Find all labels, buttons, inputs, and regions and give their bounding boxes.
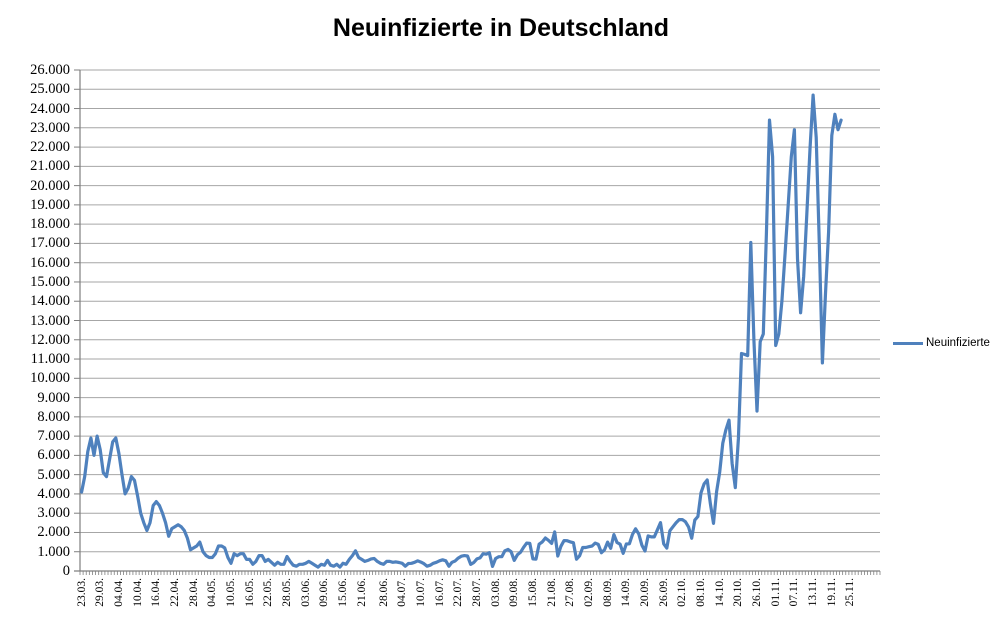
x-tick-label: 16.07.: [433, 578, 446, 607]
x-tick-label: 22.05.: [262, 578, 275, 607]
y-tick-label: 19.000: [30, 196, 70, 213]
x-tick-label: 13.11.: [807, 578, 820, 607]
x-tick-label: 28.06.: [377, 578, 390, 607]
x-tick-label: 10.04.: [131, 578, 144, 607]
x-tick-label: 07.11.: [788, 578, 801, 607]
y-tick-label: 17.000: [30, 235, 70, 252]
y-tick-label: 18.000: [30, 216, 70, 233]
x-tick-label: 21.06.: [355, 578, 368, 607]
x-tick-label: 14.09.: [620, 578, 633, 607]
x-tick-label: 15.06.: [337, 578, 350, 607]
x-tick-label: 20.10.: [732, 578, 745, 607]
x-tick-label: 08.09.: [601, 578, 614, 607]
x-tick-label: 09.08.: [508, 578, 521, 607]
x-tick-label: 03.08.: [489, 578, 502, 607]
x-tick-label: 16.04.: [150, 578, 163, 607]
x-tick-label: 22.04.: [168, 578, 181, 607]
y-tick-label: 8.000: [37, 408, 70, 425]
x-tick-label: 02.10.: [676, 578, 689, 607]
y-tick-label: 22.000: [30, 139, 70, 156]
x-tick-label: 10.07.: [414, 578, 427, 607]
y-tick-label: 3.000: [37, 505, 70, 522]
x-tick-label: 04.07.: [396, 578, 409, 607]
y-tick-label: 0: [62, 563, 70, 579]
x-tick-label: 19.11.: [825, 578, 838, 607]
x-tick-label: 20.09.: [638, 578, 651, 607]
x-tick-label: 02.09.: [582, 578, 595, 607]
y-tick-label: 7.000: [37, 428, 70, 445]
x-tick-label: 04.05.: [206, 578, 219, 607]
x-tick-label: 15.08.: [526, 578, 539, 607]
y-tick-label: 13.000: [30, 312, 70, 329]
x-tick-label: 25.11.: [844, 578, 857, 607]
y-tick-label: 15.000: [30, 273, 70, 290]
x-tick-label: 14.10.: [713, 578, 726, 607]
x-tick-label: 26.09.: [657, 578, 670, 607]
y-tick-label: 2.000: [37, 524, 70, 541]
y-tick-label: 11.000: [30, 351, 70, 368]
x-tick-label: 21.08.: [545, 578, 558, 607]
y-tick-label: 10.000: [30, 370, 70, 387]
x-tick-label: 27.08.: [564, 578, 577, 607]
y-tick-label: 24.000: [30, 100, 70, 117]
y-tick-label: 21.000: [30, 158, 70, 175]
y-tick-label: 9.000: [37, 389, 70, 406]
x-tick-label: 28.04.: [187, 578, 200, 607]
y-tick-label: 4.000: [37, 485, 70, 502]
x-tick-label: 28.05.: [281, 578, 293, 607]
x-tick-label: 03.06.: [299, 578, 312, 607]
y-tick-label: 23.000: [30, 119, 70, 136]
x-tick-label: 22.07.: [452, 578, 465, 607]
legend: Neuinfizierte: [893, 337, 990, 349]
y-tick-label: 25.000: [30, 81, 70, 98]
y-tick-label: 14.000: [30, 293, 70, 310]
y-tick-label: 1.000: [37, 543, 70, 560]
y-tick-label: 20.000: [30, 177, 70, 194]
y-tick-label: 12.000: [30, 331, 70, 348]
x-tick-label: 08.10.: [695, 578, 707, 607]
y-tick-label: 26.000: [30, 62, 70, 78]
x-tick-label: 28.07.: [470, 578, 483, 607]
x-tick-label: 29.03.: [94, 578, 107, 607]
legend-line-swatch: [893, 341, 923, 345]
y-tick-label: 6.000: [37, 447, 70, 464]
x-tick-label: 23.03.: [75, 578, 88, 607]
y-tick-label: 5.000: [37, 466, 70, 483]
x-tick-label: 04.04.: [112, 578, 125, 607]
x-tick-label: 16.05.: [243, 578, 256, 607]
chart-title: Neuinfizierte in Deutschland: [332, 14, 670, 42]
legend-label: Neuinfizierte: [926, 337, 990, 349]
x-tick-label: 26.10.: [751, 578, 764, 607]
x-tick-label: 01.11.: [769, 578, 782, 607]
x-tick-label: 09.06.: [318, 578, 331, 607]
y-tick-label: 16.000: [30, 254, 70, 271]
x-tick-label: 10.05.: [224, 578, 237, 607]
